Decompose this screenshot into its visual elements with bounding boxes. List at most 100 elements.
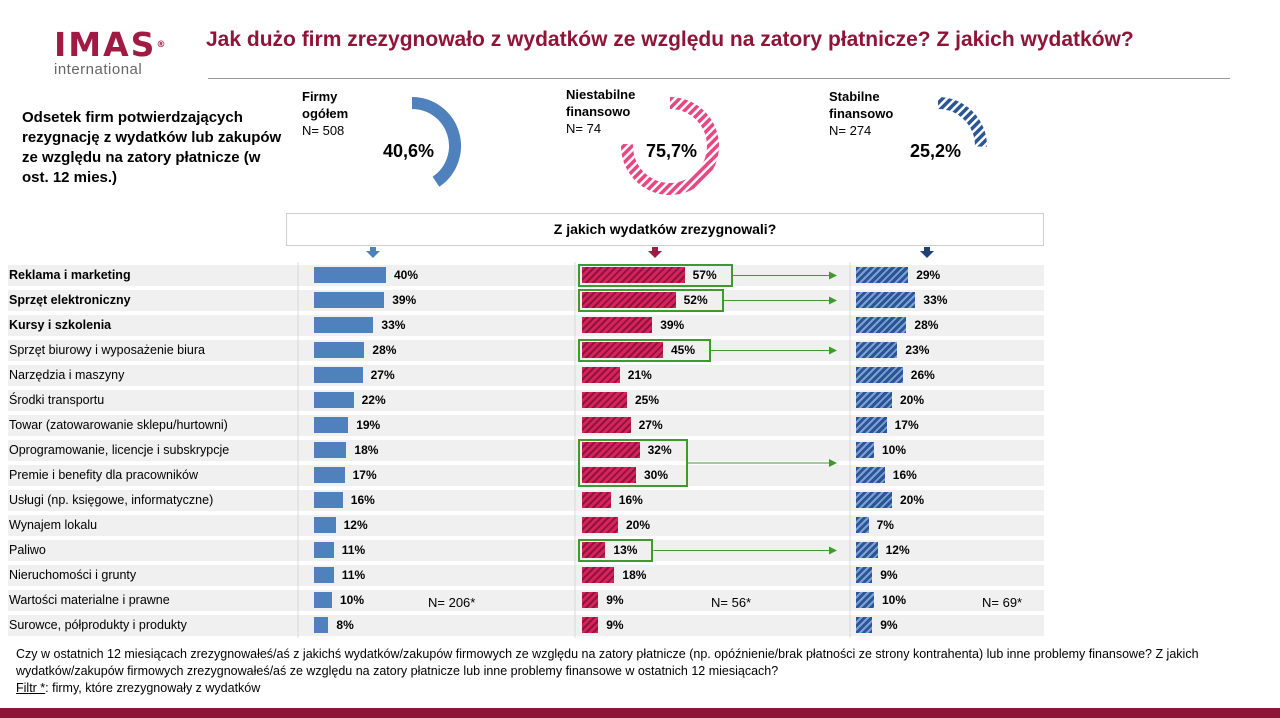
group-label-all: Firmy ogółem N= 508 bbox=[302, 88, 372, 139]
donut-value-stable: 25,2% bbox=[910, 141, 962, 161]
data-label-stable: 28% bbox=[914, 318, 939, 332]
data-label-all: 22% bbox=[361, 393, 386, 407]
data-label-unstable: 20% bbox=[626, 518, 651, 532]
bar-stable bbox=[856, 542, 878, 558]
n-note-unstable: N= 56* bbox=[711, 595, 752, 610]
bottom-accent-bar bbox=[0, 708, 1280, 718]
bar-unstable bbox=[582, 492, 611, 508]
bar-unstable bbox=[582, 267, 685, 283]
data-label-all: 40% bbox=[394, 268, 419, 282]
data-label-all: 11% bbox=[341, 543, 366, 557]
category-label: Towar (zatowarowanie sklepu/hurtowni) bbox=[9, 418, 228, 432]
bar-stable bbox=[856, 442, 874, 458]
data-label-stable: 29% bbox=[916, 268, 941, 282]
data-label-stable: 33% bbox=[923, 293, 948, 307]
bar-stable bbox=[856, 292, 916, 308]
category-label: Nieruchomości i grunty bbox=[9, 568, 137, 582]
bar-all bbox=[314, 492, 343, 508]
highlight-box bbox=[578, 439, 688, 487]
bar-stable bbox=[856, 492, 892, 508]
bar-all bbox=[314, 342, 365, 358]
bar-unstable bbox=[582, 292, 676, 308]
data-label-all: 8% bbox=[336, 618, 354, 632]
group-n-all: N= 508 bbox=[302, 123, 345, 138]
bar-stable bbox=[856, 392, 892, 408]
data-label-all: 11% bbox=[341, 568, 366, 582]
data-label-unstable: 52% bbox=[683, 293, 708, 307]
left-description: Odsetek firm potwierdzających rezygnację… bbox=[22, 109, 282, 186]
highlight-box bbox=[578, 539, 654, 562]
bar-unstable bbox=[582, 417, 631, 433]
donut-stable bbox=[937, 97, 988, 147]
highlight-box bbox=[578, 289, 724, 312]
highlight-box bbox=[578, 339, 711, 362]
bar-all bbox=[314, 467, 345, 483]
row-band bbox=[8, 340, 1044, 361]
footnote-question: Czy w ostatnich 12 miesiącach zrezygnowa… bbox=[16, 647, 1199, 678]
donut-value-all: 40,6% bbox=[383, 141, 435, 161]
row-band bbox=[8, 615, 1044, 636]
data-label-stable: 23% bbox=[905, 343, 930, 357]
bar-unstable bbox=[582, 567, 615, 583]
category-label: Premie i benefity dla pracowników bbox=[9, 468, 198, 482]
bar-stable bbox=[856, 517, 869, 533]
bar-all bbox=[314, 317, 374, 333]
data-label-unstable: 30% bbox=[644, 468, 669, 482]
data-label-unstable: 16% bbox=[618, 493, 643, 507]
bar-unstable bbox=[582, 342, 663, 358]
bar-all bbox=[314, 567, 334, 583]
data-label-stable: 16% bbox=[892, 468, 917, 482]
n-note-all: N= 206* bbox=[428, 595, 476, 610]
row-band bbox=[8, 290, 1044, 311]
row-band bbox=[8, 540, 1044, 561]
category-label: Sprzęt elektroniczny bbox=[9, 293, 131, 307]
data-label-unstable: 27% bbox=[638, 418, 663, 432]
bar-unstable bbox=[582, 367, 620, 383]
bar-unstable bbox=[582, 467, 636, 483]
row-band bbox=[8, 490, 1044, 511]
data-label-all: 19% bbox=[356, 418, 381, 432]
bar-stable bbox=[856, 367, 903, 383]
bar-all bbox=[314, 267, 386, 283]
bar-stable bbox=[856, 617, 873, 633]
bar-all bbox=[314, 367, 363, 383]
data-label-stable: 20% bbox=[900, 493, 925, 507]
bar-stable bbox=[856, 317, 907, 333]
bar-stable bbox=[856, 467, 885, 483]
logo-subtitle: international bbox=[54, 61, 143, 78]
bar-stable bbox=[856, 267, 909, 283]
data-label-all: 17% bbox=[352, 468, 377, 482]
data-label-stable: 26% bbox=[910, 368, 935, 382]
category-label: Narzędzia i maszyny bbox=[9, 368, 125, 382]
bar-stable bbox=[856, 567, 873, 583]
page-title: Jak dużo firm zrezygnowało z wydatków ze… bbox=[206, 28, 1134, 51]
bar-unstable bbox=[582, 442, 640, 458]
imas-logo: IMAS® international bbox=[54, 28, 174, 78]
bar-all bbox=[314, 417, 349, 433]
category-label: Surowce, półprodukty i produkty bbox=[9, 618, 187, 632]
row-band bbox=[8, 440, 1044, 461]
data-label-all: 27% bbox=[370, 368, 395, 382]
data-label-all: 16% bbox=[350, 493, 375, 507]
category-label: Sprzęt biurowy i wyposażenie biura bbox=[9, 343, 205, 357]
data-label-unstable: 57% bbox=[692, 268, 717, 282]
row-band bbox=[8, 465, 1044, 486]
data-label-stable: 9% bbox=[880, 568, 898, 582]
data-label-stable: 20% bbox=[900, 393, 925, 407]
bar-unstable bbox=[582, 617, 599, 633]
data-label-unstable: 21% bbox=[627, 368, 652, 382]
group-label-unstable: Niestabilne finansowo N= 74 bbox=[566, 86, 656, 137]
bar-unstable bbox=[582, 392, 627, 408]
data-label-stable: 9% bbox=[880, 618, 898, 632]
footnote: Czy w ostatnich 12 miesiącach zrezygnowa… bbox=[16, 646, 1246, 697]
row-band bbox=[8, 415, 1044, 436]
data-label-stable: 7% bbox=[876, 518, 894, 532]
bar-stable bbox=[856, 342, 898, 358]
category-label: Kursy i szkolenia bbox=[9, 318, 112, 332]
row-band bbox=[8, 390, 1044, 411]
n-note-stable: N= 69* bbox=[982, 595, 1023, 610]
group-n-unstable: N= 74 bbox=[566, 121, 602, 136]
bar-all bbox=[314, 517, 336, 533]
row-band bbox=[8, 315, 1044, 336]
row-band bbox=[8, 515, 1044, 536]
